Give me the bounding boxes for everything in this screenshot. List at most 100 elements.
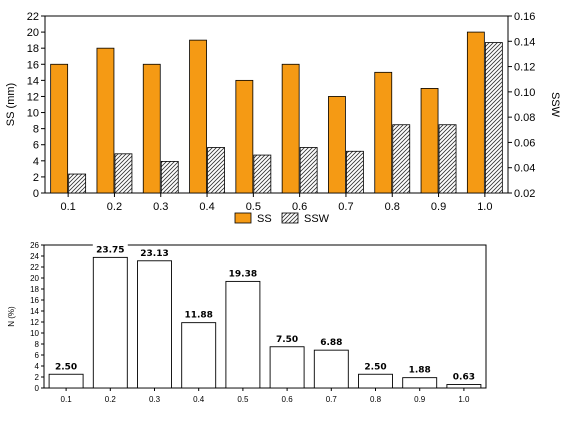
x-tick-label: 0.9 bbox=[414, 395, 426, 404]
y-tick-label: 2 bbox=[33, 172, 39, 184]
data-label: 7.50 bbox=[276, 335, 298, 345]
x-tick-label: 0.7 bbox=[326, 395, 338, 404]
bar-ssw bbox=[484, 42, 503, 194]
data-label: 6.88 bbox=[320, 338, 342, 348]
legend-swatch-ssw bbox=[281, 212, 299, 224]
x-tick-label: 0.4 bbox=[199, 201, 214, 213]
x-tick-label: 1.0 bbox=[477, 201, 492, 213]
y-right-tick-label: 0.04 bbox=[514, 163, 535, 175]
bar-ss bbox=[374, 71, 393, 194]
bar-n bbox=[48, 373, 84, 389]
bar-ssw bbox=[438, 124, 457, 194]
data-label-bg bbox=[405, 363, 435, 376]
y-tick-label: 10 bbox=[30, 329, 39, 338]
bar-ss bbox=[466, 31, 485, 194]
data-label-bg bbox=[272, 332, 302, 345]
bar-n bbox=[225, 280, 261, 389]
bar-ssw bbox=[346, 150, 364, 194]
y-axis-title: SS (mm) bbox=[5, 83, 17, 126]
data-label: 23.13 bbox=[140, 249, 168, 259]
bar-ssw bbox=[392, 124, 411, 194]
y-tick-label: 8 bbox=[35, 340, 40, 349]
y-tick-label: 14 bbox=[30, 307, 39, 316]
y-right-tick-label: 0.08 bbox=[514, 112, 535, 124]
bar-n bbox=[402, 377, 438, 389]
legend-label-ss: SS bbox=[257, 213, 272, 225]
bar-ss bbox=[281, 63, 300, 194]
bar-ssw bbox=[68, 173, 87, 194]
y-tick-label: 6 bbox=[35, 351, 40, 360]
y-tick-label: 16 bbox=[27, 59, 39, 71]
x-tick-label: 0.1 bbox=[61, 395, 73, 404]
data-label-bg bbox=[51, 360, 81, 373]
y-tick-label: 20 bbox=[27, 27, 39, 39]
plot-frame bbox=[43, 244, 487, 389]
x-tick-label: 0.4 bbox=[193, 395, 205, 404]
bar-n bbox=[446, 384, 482, 389]
bar-n bbox=[358, 373, 393, 389]
data-label-bg bbox=[316, 336, 346, 349]
bar-ssw bbox=[114, 153, 133, 194]
y-tick-label: 2 bbox=[35, 373, 40, 382]
y-tick-label: 20 bbox=[30, 274, 39, 283]
y-tick-label: 10 bbox=[27, 108, 39, 120]
y-axis-title: N (%) bbox=[7, 306, 16, 327]
data-label: 11.88 bbox=[184, 311, 212, 321]
y-tick-label: 8 bbox=[33, 124, 39, 136]
y-tick-label: 22 bbox=[27, 11, 39, 23]
x-tick-label: 0.9 bbox=[431, 201, 446, 213]
y-tick-label: 18 bbox=[27, 43, 39, 55]
y-tick-label: 6 bbox=[33, 140, 39, 152]
bar-ss bbox=[142, 63, 161, 194]
x-tick-label: 0.1 bbox=[61, 201, 76, 213]
bar-ssw bbox=[299, 147, 318, 194]
x-tick-label: 0.3 bbox=[153, 201, 168, 213]
y-right-tick-label: 0.06 bbox=[514, 137, 535, 149]
data-label: 23.75 bbox=[96, 245, 124, 255]
y-tick-label: 12 bbox=[30, 318, 39, 327]
bar-ssw bbox=[253, 154, 272, 194]
bar-n bbox=[137, 260, 172, 389]
x-tick-label: 0.8 bbox=[370, 395, 382, 404]
y-tick-label: 18 bbox=[30, 285, 39, 294]
bar-ss bbox=[420, 88, 439, 194]
y-tick-label: 26 bbox=[30, 241, 39, 250]
x-tick-label: 1.0 bbox=[458, 395, 470, 404]
data-label: 0.63 bbox=[453, 373, 475, 383]
x-tick-label: 0.5 bbox=[237, 395, 249, 404]
y-tick-label: 0 bbox=[35, 384, 40, 393]
bar-ss bbox=[328, 96, 346, 194]
bar-n bbox=[92, 256, 128, 389]
chart-bottom: 024681012141618202224262.500.123.750.223… bbox=[7, 241, 487, 404]
y-tick-label: 12 bbox=[27, 91, 39, 103]
data-label-bg bbox=[361, 360, 390, 373]
x-tick-label: 0.3 bbox=[149, 395, 161, 404]
bar-ssw bbox=[160, 160, 179, 194]
legend-swatch-ss bbox=[234, 212, 252, 224]
y-right-tick-label: 0.16 bbox=[514, 11, 535, 23]
bar-ssw bbox=[207, 147, 225, 194]
y-right-tick-label: 0.14 bbox=[514, 36, 535, 48]
chart-top: 0 2 4 6 8 10 12 14 16 18 20 22 0.02 0.04 0.06 0.08 0.10 0… bbox=[5, 11, 561, 225]
legend-label-ssw: SSW bbox=[304, 213, 330, 225]
y-tick-label: 4 bbox=[33, 156, 39, 168]
bar-n bbox=[269, 346, 305, 389]
y-tick-label: 22 bbox=[30, 263, 39, 272]
x-tick-label: 0.7 bbox=[338, 201, 353, 213]
data-label-bg bbox=[181, 308, 217, 321]
y-tick-label: 14 bbox=[27, 75, 39, 87]
bar-n bbox=[313, 349, 349, 389]
bar-ss bbox=[235, 79, 254, 194]
y-tick-label: 16 bbox=[30, 296, 39, 305]
y-tick-label: 0 bbox=[33, 188, 39, 200]
data-label: 19.38 bbox=[229, 269, 257, 279]
data-label: 2.50 bbox=[55, 362, 77, 372]
x-tick-label: 0.8 bbox=[385, 201, 400, 213]
x-tick-label: 0.6 bbox=[282, 395, 294, 404]
data-label-bg bbox=[225, 267, 261, 280]
y-right-tick-label: 0.10 bbox=[514, 87, 535, 99]
data-label-bg bbox=[449, 370, 479, 383]
x-tick-label: 0.2 bbox=[107, 201, 122, 213]
